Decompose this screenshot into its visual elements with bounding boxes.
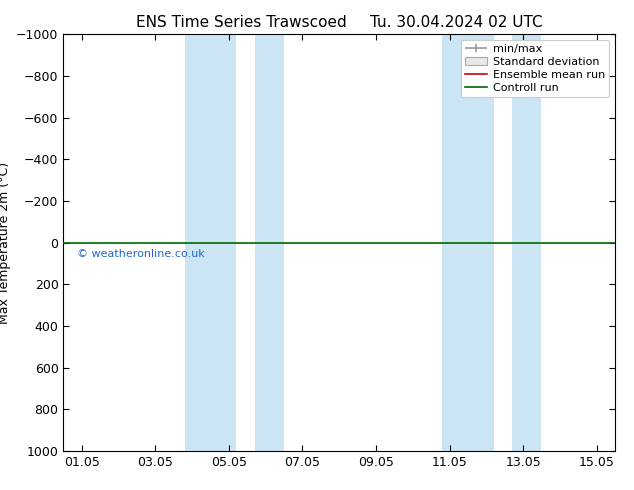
Bar	[255, 34, 284, 451]
Legend: min/max, Standard deviation, Ensemble mean run, Controll run: min/max, Standard deviation, Ensemble me…	[460, 40, 609, 97]
Text: Tu. 30.04.2024 02 UTC: Tu. 30.04.2024 02 UTC	[370, 15, 543, 30]
Bar	[512, 34, 541, 451]
Y-axis label: Max Temperature 2m (°C): Max Temperature 2m (°C)	[0, 162, 11, 323]
Text: © weatheronline.co.uk: © weatheronline.co.uk	[77, 249, 205, 259]
Bar	[184, 34, 236, 451]
Text: ENS Time Series Trawscoed: ENS Time Series Trawscoed	[136, 15, 346, 30]
Bar	[442, 34, 494, 451]
